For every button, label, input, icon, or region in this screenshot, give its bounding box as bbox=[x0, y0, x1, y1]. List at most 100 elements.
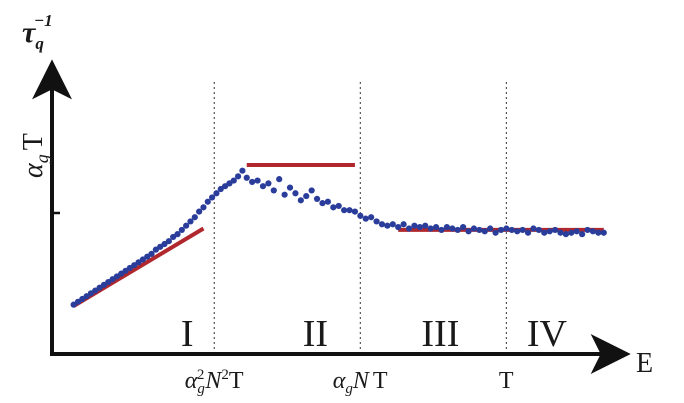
data-point bbox=[422, 222, 429, 229]
data-point bbox=[313, 195, 321, 202]
data-point bbox=[230, 177, 237, 184]
x-tick-agNT-alpha: α bbox=[333, 368, 346, 394]
data-point bbox=[292, 190, 299, 197]
data-point bbox=[454, 226, 461, 234]
y-axis-label-sub: q bbox=[35, 34, 44, 53]
x-tick-agNT: αgN T bbox=[333, 368, 388, 397]
data-point bbox=[351, 208, 359, 215]
data-point bbox=[148, 250, 155, 257]
x-tick-ag2N2T: αg2N2T bbox=[185, 367, 244, 397]
data-point bbox=[438, 226, 445, 234]
data-point bbox=[308, 187, 315, 194]
x-tick-ag2N2T-sq2: 2 bbox=[221, 367, 229, 383]
data-point bbox=[384, 222, 391, 229]
region-label-iv: IV bbox=[527, 313, 568, 355]
x-tick-agNT-T: T bbox=[373, 368, 388, 394]
data-point bbox=[546, 228, 553, 235]
data-point bbox=[373, 218, 380, 225]
data-point bbox=[234, 173, 242, 180]
data-point bbox=[319, 200, 326, 207]
data-point bbox=[178, 226, 185, 234]
data-point bbox=[389, 221, 396, 228]
data-point bbox=[254, 177, 261, 184]
x-tick-ag2N2T-alpha: α bbox=[185, 368, 198, 394]
data-point bbox=[330, 204, 337, 211]
data-point bbox=[281, 191, 288, 198]
x-tick-ag2N2T-sq1: 2 bbox=[197, 367, 205, 383]
data-point bbox=[191, 214, 198, 221]
data-point bbox=[405, 225, 413, 232]
data-point bbox=[519, 226, 526, 234]
data-point bbox=[276, 176, 283, 183]
region-label-i: I bbox=[181, 313, 194, 355]
data-point bbox=[562, 231, 570, 238]
y-axis-label-sup: −1 bbox=[34, 11, 53, 30]
x-tick-ag2N2T-N: N bbox=[204, 368, 223, 394]
data-point bbox=[165, 238, 172, 245]
data-point bbox=[481, 228, 488, 235]
data-point bbox=[551, 226, 559, 234]
data-point bbox=[243, 174, 250, 181]
data-point bbox=[335, 202, 342, 210]
data-point bbox=[465, 228, 472, 235]
y-tick-label-sub: g bbox=[32, 154, 52, 163]
region-labels: I II III IV bbox=[181, 313, 568, 355]
data-point bbox=[411, 222, 418, 229]
data-point bbox=[476, 226, 483, 234]
data-point bbox=[200, 204, 207, 211]
data-point bbox=[204, 198, 211, 205]
data-point bbox=[443, 224, 450, 231]
fit-lines bbox=[72, 163, 604, 308]
data-point bbox=[362, 215, 369, 222]
data-point bbox=[346, 207, 353, 214]
data-point bbox=[535, 226, 542, 234]
region-label-ii: II bbox=[303, 313, 328, 355]
data-point bbox=[259, 183, 267, 190]
data-point bbox=[470, 225, 478, 232]
data-point bbox=[270, 187, 277, 194]
data-point bbox=[303, 192, 310, 200]
data-point bbox=[573, 228, 580, 235]
y-axis-label-main: τ bbox=[22, 16, 37, 49]
x-tick-agNT-N: N bbox=[352, 368, 371, 394]
data-point bbox=[497, 226, 505, 234]
data-points bbox=[70, 167, 607, 308]
data-point bbox=[196, 208, 203, 215]
y-axis-label: τq −1 bbox=[22, 11, 53, 53]
data-point bbox=[568, 229, 575, 236]
region-label-iii: III bbox=[421, 313, 459, 355]
data-point bbox=[249, 178, 256, 186]
data-point bbox=[524, 229, 532, 236]
data-point bbox=[432, 224, 440, 231]
data-point bbox=[460, 224, 467, 231]
data-point bbox=[595, 229, 602, 236]
data-point bbox=[341, 207, 348, 214]
data-point bbox=[427, 225, 434, 232]
data-point bbox=[265, 180, 272, 187]
data-point bbox=[239, 167, 246, 174]
data-point bbox=[589, 228, 597, 235]
data-point bbox=[503, 225, 510, 232]
data-point bbox=[400, 221, 407, 228]
data-point bbox=[514, 228, 521, 235]
data-point bbox=[209, 194, 216, 201]
data-point bbox=[579, 231, 586, 238]
data-point bbox=[416, 224, 423, 231]
data-point bbox=[508, 226, 515, 234]
data-point bbox=[357, 212, 364, 219]
data-point bbox=[584, 226, 591, 234]
data-point bbox=[187, 218, 194, 225]
data-point bbox=[600, 229, 607, 236]
data-point bbox=[395, 224, 402, 231]
data-point bbox=[368, 214, 375, 221]
y-tick-label-tail: T bbox=[18, 133, 49, 150]
data-point bbox=[487, 225, 494, 232]
data-point bbox=[541, 229, 548, 236]
x-tick-agNT-g: g bbox=[345, 381, 353, 397]
data-point bbox=[324, 198, 331, 205]
x-tick-ag2N2T-T: T bbox=[229, 368, 244, 394]
x-tick-ag2N2T-g: g bbox=[197, 381, 205, 397]
data-point bbox=[378, 221, 386, 228]
x-tick-T: T bbox=[499, 368, 514, 394]
